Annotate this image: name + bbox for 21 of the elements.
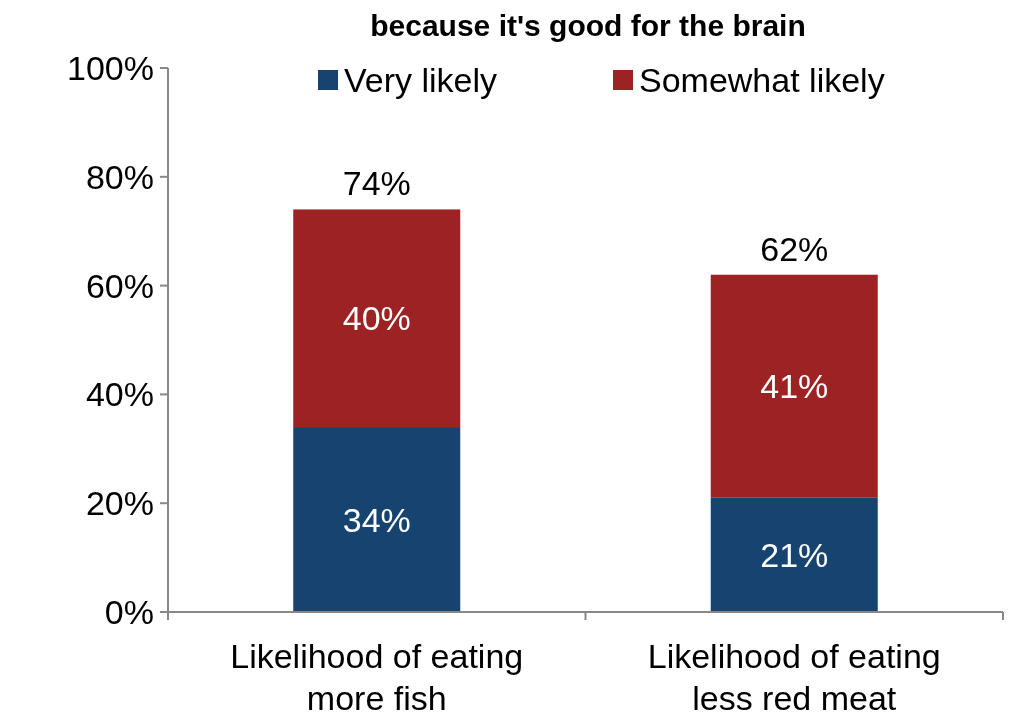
bar	[293, 209, 461, 428]
total-label: 62%	[760, 229, 829, 268]
y-tick-label: 100%	[67, 49, 154, 87]
x-tick-label: Likelihood of eating less red meat	[647, 637, 941, 717]
legend-label: Somewhat likely	[639, 61, 885, 99]
data-label: 34%	[342, 500, 411, 539]
bar	[293, 427, 461, 612]
legend-label: Very likely	[344, 61, 498, 99]
x-tick-label: Likelihood of eating more fish	[230, 637, 524, 717]
y-tick-label: 0%	[104, 593, 154, 631]
y-tick-label: 80%	[85, 157, 154, 196]
chart-title: because it's good for the brain	[370, 9, 806, 42]
bar	[710, 497, 878, 612]
total-label: 74%	[342, 164, 411, 203]
y-tick-label: 40%	[85, 375, 154, 414]
data-label: 21%	[760, 535, 829, 574]
y-tick-label: 20%	[85, 484, 154, 523]
y-tick-label: 60%	[85, 266, 154, 305]
data-label: 40%	[342, 299, 411, 338]
bar	[710, 274, 878, 498]
data-label: 41%	[760, 367, 829, 406]
